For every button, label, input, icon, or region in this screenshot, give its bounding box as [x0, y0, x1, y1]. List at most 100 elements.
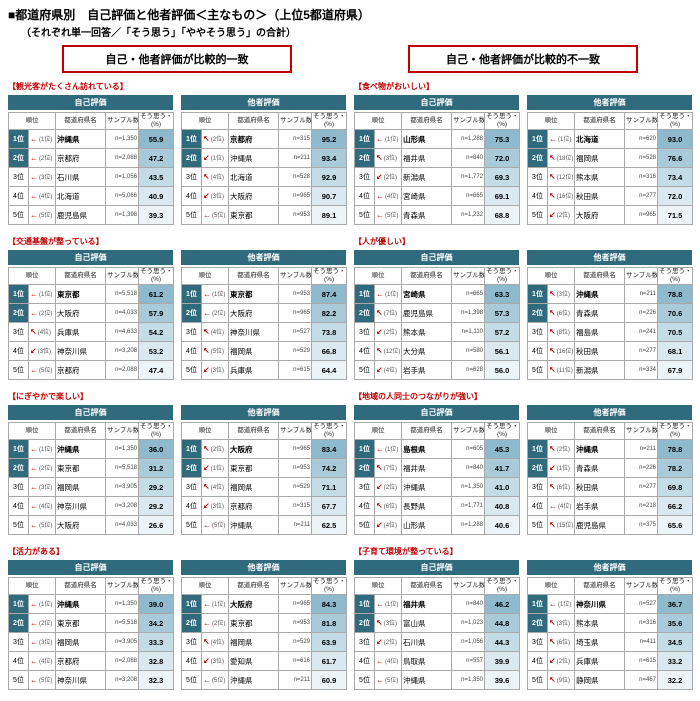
prefecture-column-header: 都道府県名: [55, 112, 106, 130]
rank-cell: 2位: [527, 613, 548, 633]
previous-rank: (2位): [212, 621, 226, 628]
previous-rank: (3位): [39, 640, 53, 647]
prefecture-name: 沖縄県: [228, 148, 279, 168]
table-row: 2位 ←(2位) 東京都 n=5,518 34.2: [8, 613, 174, 633]
rank-change-cell: ←(1位): [547, 129, 575, 149]
rank-change-cell: ↖(6位): [547, 632, 575, 652]
rank-cell: 3位: [8, 632, 29, 652]
rank-change-cell: ↙(3位): [201, 651, 229, 671]
rank-change-arrow-icon: ←: [30, 289, 38, 299]
prefecture-column-header: 都道府県名: [55, 267, 106, 285]
table-row: 2位 ↖(7位) 福井県 n=840 41.7: [354, 458, 520, 478]
prefecture-name: 鹿児島県: [574, 515, 625, 535]
agree-percent: 39.3: [138, 205, 174, 225]
agree-column-header: そう思う・計(%): [311, 422, 347, 440]
rank-change-cell: ↙(1位): [201, 458, 229, 478]
sample-column-header: サンプル数: [278, 422, 312, 440]
prefecture-name: 青森県: [574, 303, 625, 323]
prefecture-column-header: 都道府県名: [228, 577, 279, 595]
table-row: 2位 ←(2位) 大阪府 n=965 82.2: [181, 303, 347, 323]
sample-column-header: サンプル数: [105, 422, 139, 440]
prefecture-name: 岩手県: [401, 360, 452, 380]
agree-percent: 32.2: [657, 670, 693, 690]
agree-percent: 41.7: [484, 458, 520, 478]
section-label-tourists: 【観光客がたくさん訪れている】: [8, 82, 128, 91]
rank-cell: 2位: [8, 148, 29, 168]
rank-change-arrow-icon: ←: [203, 599, 211, 609]
sample-size: n=1,771: [451, 496, 485, 516]
prefecture-name: 北海道: [55, 186, 106, 206]
sample-size: n=3,905: [105, 477, 139, 497]
prefecture-name: 京都府: [55, 651, 106, 671]
previous-rank: (2位): [383, 485, 398, 492]
previous-rank: (3位): [39, 485, 53, 492]
table-row: 4位 ↙(3位) 愛知県 n=616 61.7: [181, 651, 347, 671]
rank-cell: 2位: [527, 303, 548, 323]
rank-cell: 1位: [527, 129, 548, 149]
previous-rank: (2位): [39, 311, 53, 318]
previous-rank: (5位): [212, 678, 226, 685]
sample-size: n=1,023: [451, 613, 485, 633]
table-row: 3位 ↖(4位) 福岡県 n=529 63.9: [181, 632, 347, 652]
rank-change-cell: ←(5位): [28, 515, 56, 535]
rank-change-arrow-icon: ←: [30, 134, 38, 144]
community-self-evaluation-table: 自己評価順位都道府県名サンプル数そう思う・計(%)1位←(1位)島根県n=605…: [354, 405, 520, 535]
section-lively: 【にぎやかで楽しい】自己評価順位都道府県名サンプル数そう思う・計(%)1位←(1…: [8, 391, 347, 535]
prefecture-column-header: 都道府県名: [228, 267, 279, 285]
rank-cell: 4位: [8, 341, 29, 361]
previous-rank: (5位): [39, 678, 53, 685]
rank-change-cell: ↙(3位): [201, 360, 229, 380]
prefecture-column-header: 都道府県名: [228, 112, 279, 130]
rank-cell: 4位: [527, 496, 548, 516]
previous-rank: (5位): [39, 368, 53, 375]
rank-change-arrow-icon: ←: [30, 482, 38, 492]
rank-change-cell: ↖(12位): [374, 341, 402, 361]
sample-size: n=840: [451, 148, 485, 168]
rank-cell: 5位: [181, 515, 202, 535]
rank-change-arrow-icon: ←: [30, 520, 38, 530]
rank-cell: 4位: [527, 651, 548, 671]
previous-rank: (3位): [37, 349, 52, 356]
previous-rank: (11位): [556, 368, 573, 375]
sample-size: n=2,088: [105, 148, 139, 168]
previous-rank: (2位): [39, 156, 53, 163]
agree-percent: 90.7: [311, 186, 347, 206]
sample-column-header: サンプル数: [105, 577, 139, 595]
rank-change-arrow-icon: ↙: [203, 501, 210, 511]
section-tables-community: 自己評価順位都道府県名サンプル数そう思う・計(%)1位←(1位)島根県n=605…: [354, 405, 693, 535]
previous-rank: (12位): [383, 349, 401, 356]
rank-change-arrow-icon: ↖: [549, 327, 556, 337]
sample-size: n=628: [451, 360, 485, 380]
prefecture-name: 福岡県: [228, 632, 279, 652]
rank-change-arrow-icon: ↖: [376, 501, 383, 511]
sample-size: n=953: [278, 458, 312, 478]
agree-column-header: そう思う・計(%): [484, 422, 520, 440]
sample-size: n=4,633: [105, 322, 139, 342]
rank-column-header: 順位: [8, 267, 56, 285]
rank-change-cell: ↖(4位): [201, 477, 229, 497]
rank-cell: 4位: [8, 496, 29, 516]
prefecture-column-header: 都道府県名: [574, 577, 625, 595]
sample-column-header: サンプル数: [451, 267, 485, 285]
section-tables-food: 自己評価順位都道府県名サンプル数そう思う・計(%)1位←(1位)山形県n=1,2…: [354, 95, 693, 225]
rank-change-cell: ←(2位): [28, 613, 56, 633]
table-row: 5位 ↙(2位) 大阪府 n=965 71.5: [527, 205, 693, 225]
previous-rank: (1位): [39, 292, 53, 299]
food-other-evaluation-table: 他者評価順位都道府県名サンプル数そう思う・計(%)1位←(1位)北海道n=620…: [527, 95, 693, 225]
group-header-match: 自己・他者評価が比較的一致: [62, 45, 292, 73]
prefecture-name: 鹿児島県: [401, 303, 452, 323]
table-row: 2位 ←(2位) 東京都 n=953 81.8: [181, 613, 347, 633]
sample-size: n=527: [278, 322, 312, 342]
sample-size: n=1,350: [451, 477, 485, 497]
previous-rank: (4位): [385, 194, 399, 201]
prefecture-name: 京都府: [228, 496, 279, 516]
sample-size: n=211: [624, 284, 658, 304]
prefecture-name: 静岡県: [574, 670, 625, 690]
rank-cell: 4位: [181, 186, 202, 206]
table-row: 4位 ↙(3位) 大阪府 n=965 90.7: [181, 186, 347, 206]
prefecture-name: 沖縄県: [401, 477, 452, 497]
agree-percent: 68.1: [657, 341, 693, 361]
agree-percent: 70.6: [657, 303, 693, 323]
rank-change-arrow-icon: ←: [30, 191, 38, 201]
previous-rank: (2位): [212, 311, 226, 318]
